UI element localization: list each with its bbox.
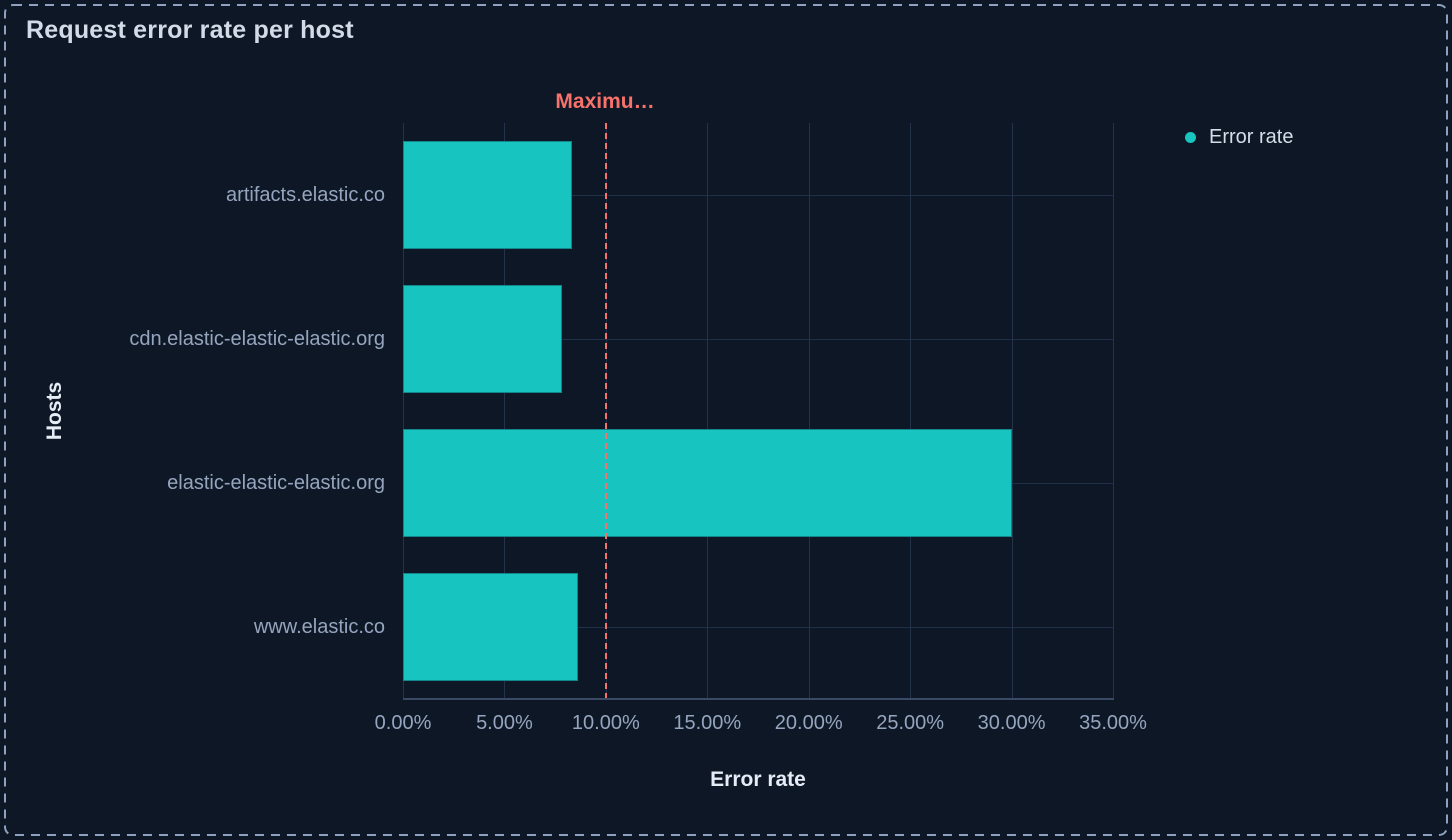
legend-swatch-icon [1185, 132, 1196, 143]
v-gridline [403, 123, 404, 699]
v-gridline [1113, 123, 1114, 699]
annotation-label: Maximu… [555, 90, 655, 113]
x-axis-tick-labels: 0.00% 5.00% 10.00% 15.00% 20.00% 25.00% 30.00%… [375, 710, 1147, 736]
x-tick-label: 25.00% [876, 712, 945, 734]
bar-artifacts.elastic.co[interactable] [403, 141, 572, 249]
v-gridline [1011, 123, 1013, 699]
h-gridline [403, 195, 1113, 196]
x-axis-line [403, 698, 1114, 700]
y-axis-tick-labels: artifacts.elastic.co cdn.elastic-elastic-… [0, 123, 385, 699]
y-tick-label: www.elastic.co [253, 616, 385, 638]
max-error-rate-annotation-line [604, 123, 607, 699]
x-tick-label: 15.00% [673, 712, 742, 734]
y-axis-title: Hosts [43, 381, 66, 441]
x-tick-label: 20.00% [774, 712, 843, 734]
x-tick-label: 5.00% [476, 712, 533, 734]
h-gridline [403, 339, 1113, 340]
bar-www.elastic.co[interactable] [403, 573, 579, 681]
x-tick-label: 10.00% [571, 712, 640, 734]
v-gridline [504, 123, 506, 699]
bar-cdn.elastic-elastic-elastic.org[interactable] [403, 285, 563, 393]
y-tick-label: elastic-elastic-elastic.org [167, 472, 385, 494]
legend-item-label: Error rate [1209, 126, 1294, 148]
v-gridline [910, 123, 912, 699]
h-gridline [403, 627, 1113, 628]
x-axis-title: Error rate [710, 768, 806, 791]
x-tick-label: 0.00% [374, 712, 432, 734]
page-title: Request error rate per host [26, 16, 354, 44]
y-tick-label: cdn.elastic-elastic-elastic.org [129, 328, 385, 350]
bar-elastic-elastic-elastic.org[interactable] [403, 429, 1012, 537]
v-gridline [808, 123, 810, 699]
plot-area [403, 123, 1114, 699]
y-tick-label: artifacts.elastic.co [226, 184, 385, 206]
x-tick-label: 35.00% [1079, 712, 1147, 734]
legend-item-error-rate[interactable]: Error rate [1185, 126, 1293, 149]
v-gridline [707, 123, 709, 699]
x-tick-label: 30.00% [977, 712, 1046, 734]
